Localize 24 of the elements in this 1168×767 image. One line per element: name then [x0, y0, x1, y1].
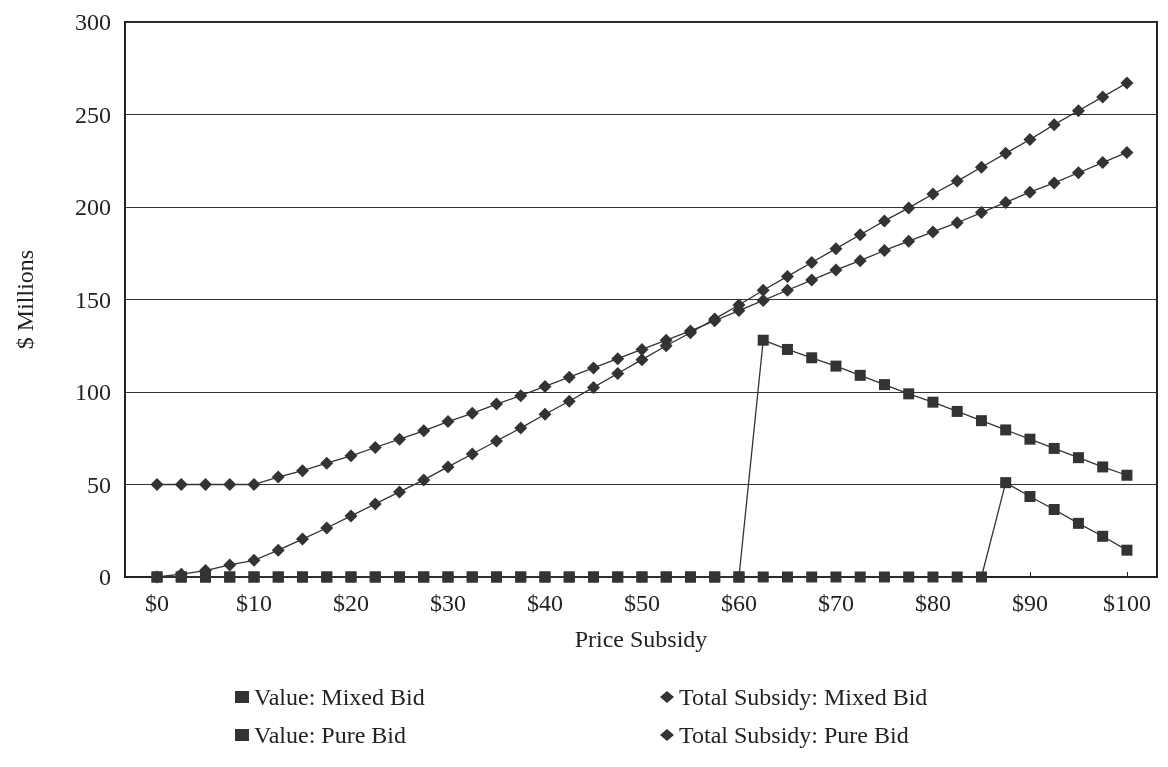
legend-label: Value: Mixed Bid	[254, 684, 425, 710]
y-tick-label: 250	[75, 101, 111, 128]
x-tick-label: $80	[914, 590, 951, 616]
y-tick-label: 0	[99, 564, 111, 590]
x-tick-label: $0	[145, 590, 170, 616]
y-tick-label: 300	[75, 9, 111, 35]
y-tick-label: 50	[87, 471, 111, 498]
x-tick-label: $60	[720, 590, 757, 616]
x-tick-label: $100	[1102, 590, 1151, 616]
legend-label: Total Subsidy: Mixed Bid	[679, 684, 928, 710]
x-tick-label: $20	[332, 590, 369, 616]
x-tick-label: $90	[1011, 590, 1048, 616]
x-tick-label: $30	[429, 590, 466, 616]
x-tick-label: $50	[623, 590, 660, 616]
y-tick-label: 150	[75, 286, 111, 313]
x-tick-label: $70	[817, 590, 854, 616]
y-tick-label: 100	[75, 379, 111, 405]
x-axis-title: Price Subsidy	[574, 626, 708, 652]
x-tick-label: $10	[236, 590, 272, 616]
y-tick-label: 200	[75, 194, 111, 220]
x-tick-label: $40	[526, 590, 563, 616]
y-axis-title: $ Millions	[12, 249, 38, 350]
legend-label: Total Subsidy: Pure Bid	[679, 722, 909, 748]
legend-label: Value: Pure Bid	[254, 722, 406, 748]
